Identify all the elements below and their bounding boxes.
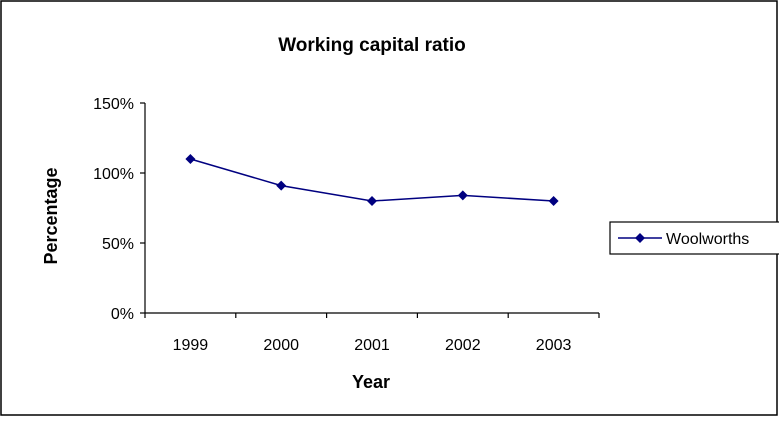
y-tick-label: 0% [111, 306, 134, 323]
x-axis-label: Year [352, 372, 390, 392]
y-axis-label: Percentage [41, 167, 61, 264]
x-axis-ticks: 1999 2000 2001 2002 2003 [144, 313, 600, 354]
chart-title: Working capital ratio [278, 35, 466, 56]
data-point [367, 196, 377, 206]
y-tick-label: 50% [102, 236, 134, 253]
y-tick-label: 100% [93, 166, 134, 183]
legend: Woolworths [609, 221, 779, 255]
x-tick-label: 2000 [263, 337, 299, 354]
data-point [457, 190, 468, 201]
data-point [185, 154, 196, 164]
y-tick-label: 150% [93, 96, 134, 113]
x-tick-label: 2003 [536, 337, 572, 354]
axes [144, 103, 599, 314]
x-tick-label: 1999 [173, 337, 209, 354]
data-point [548, 196, 559, 206]
legend-marker [635, 233, 645, 243]
series-woolworths [185, 154, 559, 206]
x-tick-label: 2001 [354, 337, 390, 354]
legend-label: Woolworths [666, 231, 749, 248]
y-axis-ticks: 0% 50% 100% 150% [93, 96, 145, 323]
x-tick-label: 2002 [445, 337, 481, 354]
data-point [276, 180, 287, 191]
